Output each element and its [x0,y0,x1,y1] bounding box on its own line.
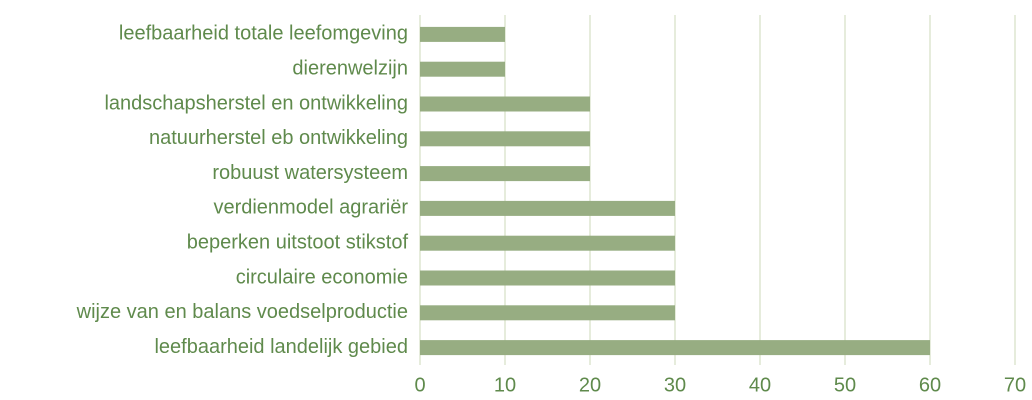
x-tick-label: 60 [919,374,941,396]
x-tick-label: 10 [494,374,516,396]
bar [420,305,675,321]
y-tick-label: natuurherstel eb ontwikkeling [149,127,408,149]
bar [420,131,590,147]
bar [420,61,505,77]
bar [420,340,930,356]
y-tick-label: dierenwelzijn [292,57,408,79]
bar [420,200,675,216]
bar [420,270,675,286]
bar [420,166,590,182]
y-tick-label: wijze van en balans voedselproductie [76,301,408,323]
x-tick-label: 30 [664,374,686,396]
x-tick-label: 70 [1004,374,1026,396]
y-tick-label: verdienmodel agrariër [213,197,408,219]
bar [420,235,675,251]
bar [420,96,590,112]
y-tick-label: landschapsherstel en ontwikkeling [104,92,408,114]
bar [420,26,505,42]
y-tick-label: leefbaarheid landelijk gebied [154,336,408,358]
y-tick-label: circulaire economie [236,266,408,288]
y-tick-label: robuust watersysteem [212,162,408,184]
x-tick-label: 50 [834,374,856,396]
x-tick-label: 20 [579,374,601,396]
y-tick-label: beperken uitstoot stikstof [187,231,409,253]
x-tick-label: 40 [749,374,771,396]
x-tick-label: 0 [414,374,425,396]
y-tick-label: leefbaarheid totale leefomgeving [119,23,408,45]
